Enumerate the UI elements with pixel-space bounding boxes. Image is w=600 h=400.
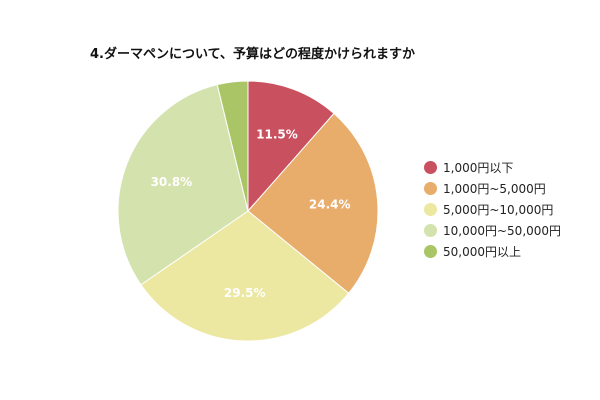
legend-swatch-3 bbox=[424, 203, 437, 216]
legend-swatch-1 bbox=[424, 161, 437, 174]
pie-data-label-2: 24.4% bbox=[309, 197, 351, 211]
pie-slices bbox=[117, 80, 379, 342]
legend-label-2: 1,000円~5,000円 bbox=[443, 182, 546, 196]
legend-swatch-2 bbox=[424, 182, 437, 195]
legend-label-5: 50,000円以上 bbox=[443, 245, 521, 259]
legend-item-3: 5,000円~10,000円 bbox=[424, 199, 561, 220]
legend-swatch-4 bbox=[424, 224, 437, 237]
legend-item-5: 50,000円以上 bbox=[424, 241, 561, 262]
legend-label-4: 10,000円~50,000円 bbox=[443, 224, 562, 238]
pie-slice-5 bbox=[216, 80, 249, 212]
pie-data-label-4: 30.8% bbox=[151, 175, 193, 189]
chart-legend: 1,000円以下 1,000円~5,000円 5,000円~10,000円 10,00… bbox=[424, 157, 561, 262]
legend-swatch-5 bbox=[424, 245, 437, 258]
legend-item-1: 1,000円以下 bbox=[424, 157, 561, 178]
legend-item-2: 1,000円~5,000円 bbox=[424, 178, 561, 199]
legend-label-1: 1,000円以下 bbox=[443, 161, 514, 175]
legend-item-4: 10,000円~50,000円 bbox=[424, 220, 561, 241]
pie-slice-3 bbox=[140, 210, 350, 342]
chart-title: 4.ダーマペンについて、予算はどの程度かけられますか bbox=[90, 47, 415, 62]
pie-data-label-1: 11.5% bbox=[256, 127, 298, 141]
pie-data-labels: 11.5% 24.4% 29.5% 30.8% bbox=[151, 127, 351, 300]
pie-slice-1 bbox=[247, 80, 335, 213]
pie-data-label-3: 29.5% bbox=[224, 286, 266, 300]
pie-slice-2 bbox=[247, 112, 379, 294]
pie-slice-4 bbox=[117, 84, 249, 286]
legend-label-3: 5,000円~10,000円 bbox=[443, 203, 554, 217]
